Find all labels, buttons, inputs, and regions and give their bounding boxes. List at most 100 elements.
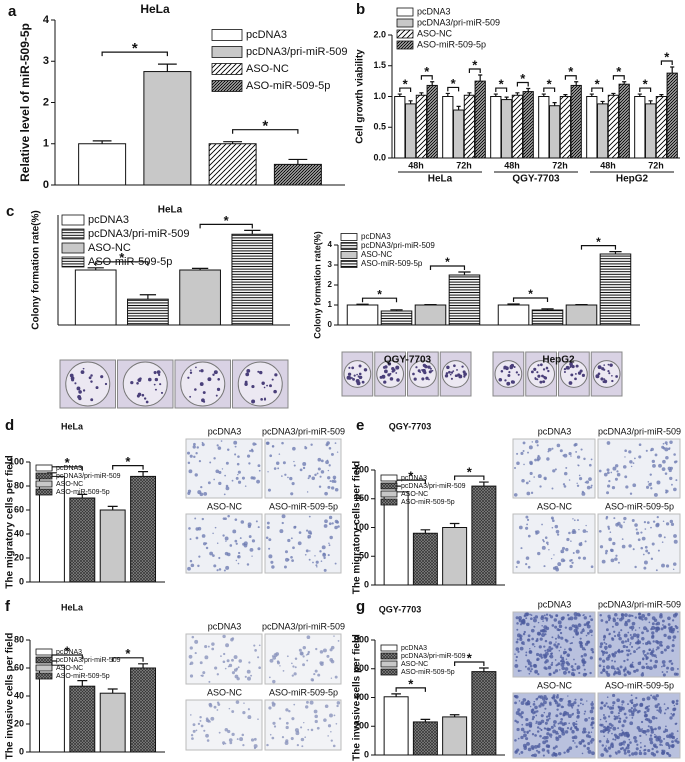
cell [298,531,302,534]
cell [608,537,612,542]
cell [576,710,581,715]
cell [525,723,529,727]
cell [548,672,552,676]
legend-label: ASO-NC [88,242,131,254]
colony [90,398,94,402]
cell [237,666,240,669]
cell [267,471,269,473]
cell [607,731,610,734]
significance-mark: * [132,40,138,57]
cell [218,731,221,734]
cell [323,556,326,560]
significance-mark: * [377,287,382,301]
cell [520,735,524,740]
legend-swatch [35,656,53,664]
cell [677,630,679,633]
y-tick-label: 0 [19,746,24,756]
cell [212,554,215,557]
cell [544,651,549,656]
cell [211,647,215,651]
cell [554,637,557,640]
cell [661,467,666,471]
cell [621,538,624,541]
significance-mark: * [424,64,430,79]
colony [607,363,610,366]
cell [652,695,656,700]
cell [638,455,642,459]
cell [622,644,626,649]
cell [217,446,222,450]
cell [275,461,280,466]
cell [200,674,202,677]
cell [574,742,576,744]
cell [537,632,542,636]
cell [550,647,554,650]
legend-swatch [35,480,53,488]
significance-mark: * [451,76,457,91]
cell [606,673,608,675]
cell [638,646,641,649]
cell [641,536,646,541]
cell [515,566,518,568]
cell [327,554,330,557]
cell [195,729,198,732]
cell [313,709,318,714]
cell [255,520,258,523]
cell [545,613,549,616]
cell [581,628,585,633]
cell [603,472,608,477]
cell [612,541,616,546]
cell [515,659,518,662]
cell [538,653,543,658]
legend-swatch [340,233,358,241]
cell [639,734,642,738]
bar [586,96,598,159]
colony [579,369,583,373]
bar [130,475,157,583]
cell [632,483,637,488]
cell [573,616,578,620]
significance-mark: * [408,469,414,484]
error-bar [391,693,401,697]
cell [246,454,251,458]
cell [563,722,567,726]
cell [522,698,527,702]
cell [639,702,644,707]
cell [599,706,604,710]
cell [328,446,332,450]
cell [615,522,619,527]
colony [259,370,263,375]
significance-mark: * [547,76,553,91]
cell [607,644,612,649]
cell [576,708,579,712]
cell [284,550,288,554]
colony [379,375,383,379]
cell [562,713,566,717]
cell [647,612,651,617]
image-label: ASO-miR-509-5p [605,680,674,690]
colony [570,373,574,377]
colony [567,366,570,370]
cell [634,523,638,527]
colony [615,375,618,378]
cell [645,449,648,452]
colony [153,383,156,386]
cell [533,616,536,619]
cell [284,473,287,476]
colony [353,374,356,377]
cell [573,735,578,740]
cell [314,714,318,719]
cell [612,466,617,471]
cell [286,655,289,658]
error-bar [223,141,243,144]
cell [583,712,586,715]
colony [444,374,449,378]
cell [548,717,551,720]
cell [618,732,623,737]
colony [352,378,355,381]
cell [650,482,652,485]
cell [257,547,261,551]
cell [644,528,647,530]
cell [626,671,629,674]
